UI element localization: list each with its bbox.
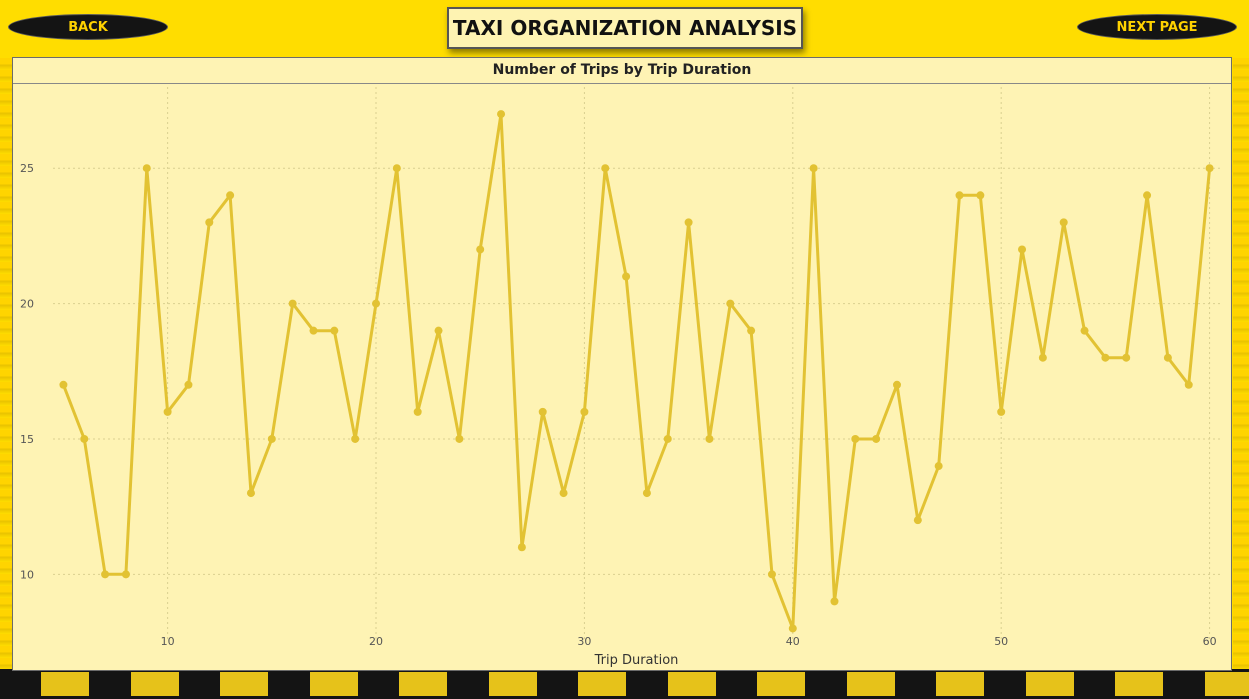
data-point	[226, 191, 235, 200]
data-point	[372, 299, 381, 308]
checker-cell	[399, 672, 447, 696]
data-point	[1059, 218, 1068, 227]
data-point	[330, 326, 339, 335]
data-point	[809, 164, 818, 173]
y-tick-label: 10	[20, 568, 34, 581]
data-point	[101, 570, 110, 579]
data-point	[1143, 191, 1152, 200]
data-point	[142, 164, 151, 173]
data-point	[934, 462, 943, 471]
x-tick-label: 30	[577, 635, 591, 648]
data-point	[1184, 380, 1193, 389]
chart-panel: Number of Trips by Trip Duration 10 15 20 2…	[12, 57, 1232, 671]
data-point	[830, 597, 839, 606]
data-point	[517, 543, 526, 552]
data-point	[601, 164, 610, 173]
data-point	[497, 110, 506, 119]
data-point	[559, 489, 568, 498]
data-point	[476, 245, 485, 254]
left-decor-strip	[0, 58, 12, 670]
data-point	[997, 407, 1006, 416]
data-point	[767, 570, 776, 579]
data-point	[392, 164, 401, 173]
x-tick-label: 20	[369, 635, 383, 648]
data-point	[288, 299, 297, 308]
data-point	[1038, 353, 1047, 362]
data-point	[642, 489, 651, 498]
x-axis-label: Trip Duration	[594, 653, 679, 668]
data-point	[1018, 245, 1027, 254]
data-point	[1205, 164, 1214, 173]
x-tick-label: 60	[1203, 635, 1217, 648]
data-point	[434, 326, 443, 335]
checker-cell	[309, 672, 358, 696]
data-point	[351, 434, 360, 443]
checker-cell	[41, 672, 89, 696]
data-point	[80, 434, 89, 443]
data-point	[1080, 326, 1089, 335]
checker-cell	[667, 672, 716, 696]
y-tick-label: 15	[20, 433, 34, 446]
x-tick-label: 10	[161, 635, 175, 648]
data-point	[872, 434, 881, 443]
checker-cell	[1115, 672, 1163, 696]
data-point	[455, 434, 464, 443]
right-decor-strip	[1233, 58, 1249, 670]
data-point	[705, 434, 714, 443]
data-point	[580, 407, 589, 416]
data-point	[788, 624, 797, 633]
data-point	[976, 191, 985, 200]
back-button[interactable]: BACK	[8, 14, 168, 40]
next-page-button[interactable]: NEXT PAGE	[1077, 14, 1237, 40]
checker-cell	[1204, 672, 1249, 696]
series-line	[62, 112, 1212, 630]
data-point	[163, 407, 172, 416]
line-chart: 10 15 20 25 10 20 30 40 50 60 Trip Duration	[20, 87, 1220, 668]
data-point	[1101, 353, 1110, 362]
data-point	[663, 434, 672, 443]
data-point	[205, 218, 214, 227]
data-point	[955, 191, 964, 200]
data-point	[684, 218, 693, 227]
data-point	[538, 407, 547, 416]
chart-title: Number of Trips by Trip Duration	[13, 58, 1231, 84]
checker-cell	[220, 672, 268, 696]
data-point	[121, 570, 130, 579]
data-point	[726, 299, 735, 308]
data-point	[184, 380, 193, 389]
data-point	[892, 380, 901, 389]
checker-cell	[130, 672, 179, 696]
y-tick-label: 25	[20, 162, 34, 175]
checker-border	[0, 669, 1249, 699]
data-point	[747, 326, 756, 335]
data-point	[413, 407, 422, 416]
data-point	[913, 516, 922, 525]
checker-cell	[846, 672, 895, 696]
checker-cell	[757, 672, 805, 696]
data-point	[309, 326, 318, 335]
x-tick-label: 40	[786, 635, 800, 648]
checker-cell	[578, 672, 626, 696]
checker-cell	[936, 672, 984, 696]
page-title: TAXI ORGANIZATION ANALYSIS	[447, 7, 803, 49]
data-point	[246, 489, 255, 498]
data-point	[1163, 353, 1172, 362]
checker-cell	[1025, 672, 1074, 696]
data-point	[59, 380, 68, 389]
data-point	[267, 434, 276, 443]
data-point	[622, 272, 631, 281]
data-point	[1122, 353, 1131, 362]
x-tick-label: 50	[994, 635, 1008, 648]
y-tick-label: 20	[20, 298, 34, 311]
data-point	[851, 434, 860, 443]
checker-cell	[488, 672, 537, 696]
